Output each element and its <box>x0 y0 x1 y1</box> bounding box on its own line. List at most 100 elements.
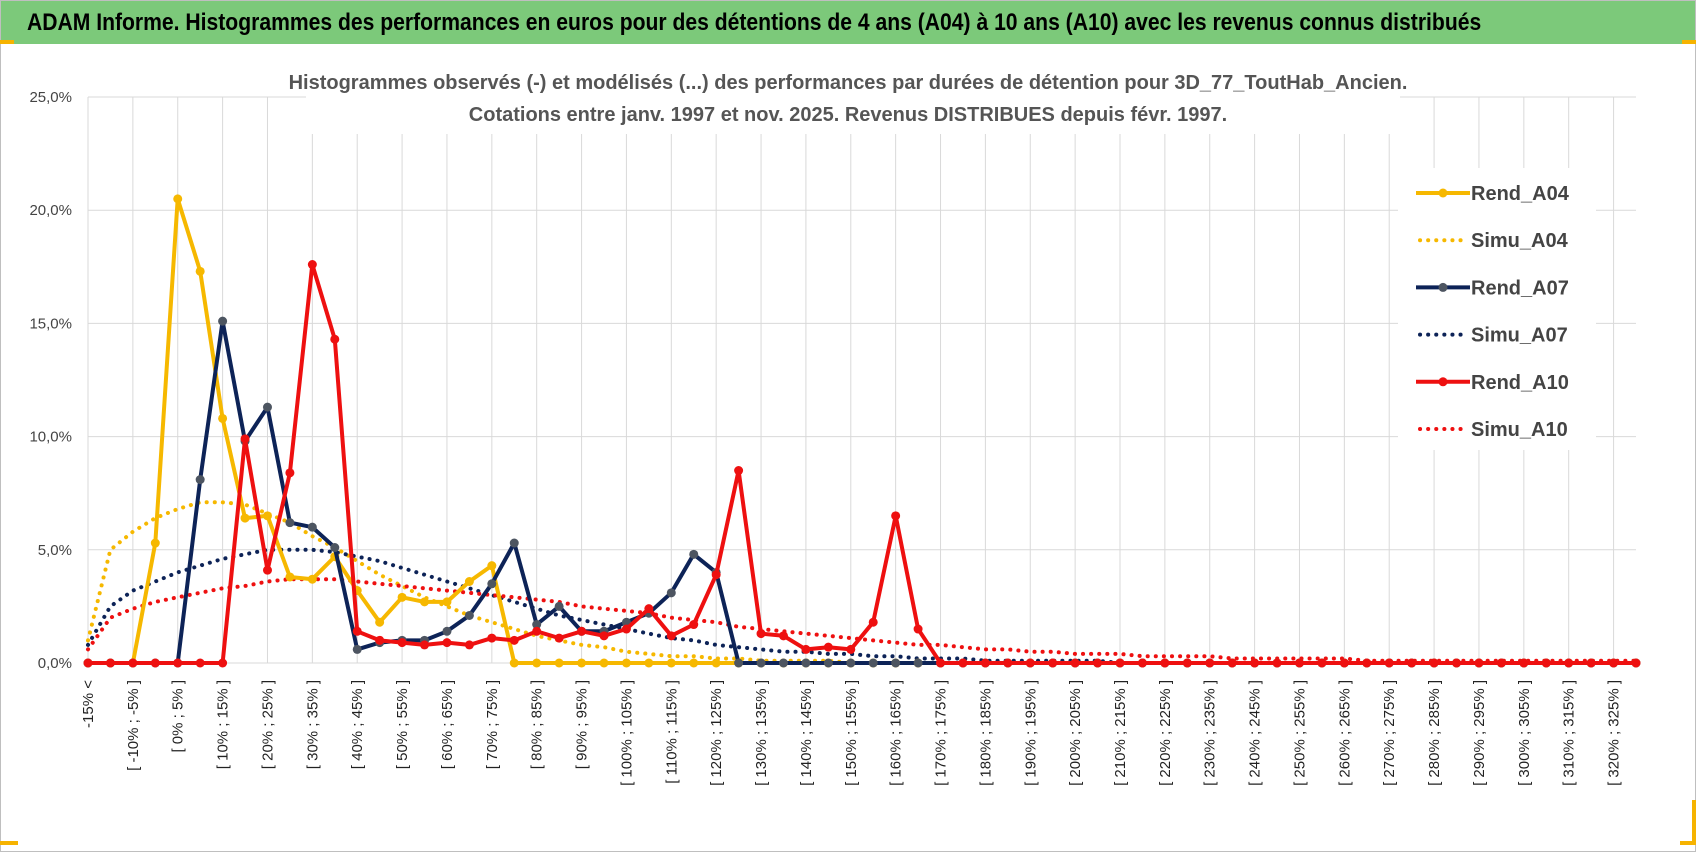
x-tick-label: [ 250% ; 255% ] <box>1291 680 1308 786</box>
corner-mark-top-left <box>0 40 14 44</box>
data-point-rend-a07 <box>352 644 362 654</box>
data-point-rend-a04 <box>464 576 474 586</box>
legend-label-simu-a07: Simu_A07 <box>1471 325 1568 347</box>
data-point-rend-a10 <box>1160 658 1170 668</box>
x-tick-label: [ 0% ; 5% ] <box>170 680 187 753</box>
y-tick-label: 10,0% <box>29 429 72 446</box>
data-point-rend-a04 <box>285 572 295 582</box>
x-tick-label: [ 90% ; 95% ] <box>574 680 591 769</box>
x-tick-label: [ 200% ; 205% ] <box>1067 680 1084 786</box>
data-point-rend-a07 <box>778 658 788 668</box>
data-point-rend-a07 <box>218 316 228 326</box>
data-point-rend-a07 <box>442 626 452 636</box>
data-point-rend-a04 <box>509 658 519 668</box>
data-point-rend-a04 <box>397 592 407 602</box>
data-point-rend-a10 <box>599 631 609 641</box>
legend-label-rend-a04: Rend_A04 <box>1471 183 1570 205</box>
data-point-rend-a07 <box>532 620 542 630</box>
data-point-rend-a04 <box>599 658 609 668</box>
corner-mark-top-right <box>1682 40 1696 44</box>
chart-subtitle: Cotations entre janv. 1997 et nov. 2025.… <box>469 104 1227 126</box>
chart-title: Histogrammes observés (-) et modélisés (… <box>289 72 1408 94</box>
x-tick-label: [ 100% ; 105% ] <box>618 680 635 786</box>
data-point-rend-a10 <box>689 620 699 630</box>
data-point-rend-a04 <box>218 413 228 423</box>
data-point-rend-a07 <box>756 658 766 668</box>
data-point-rend-a04 <box>666 658 676 668</box>
x-axis-ticks: -15% < [ -10% ; -5% ] [ 0% ; 5% ] [ 10% ; 1… <box>80 680 1623 786</box>
data-point-rend-a10 <box>1384 658 1394 668</box>
data-point-rend-a10 <box>375 635 385 645</box>
data-point-rend-a10 <box>823 642 833 652</box>
legend-label-rend-a07: Rend_A07 <box>1471 277 1569 299</box>
data-point-rend-a04 <box>240 513 250 523</box>
data-point-rend-a04 <box>173 194 183 204</box>
data-point-rend-a10 <box>307 260 317 270</box>
data-point-rend-a10 <box>1609 658 1619 668</box>
data-point-rend-a07 <box>464 610 474 620</box>
data-point-rend-a10 <box>1025 658 1035 668</box>
data-point-rend-a10 <box>868 617 878 627</box>
data-point-rend-a07 <box>913 658 923 668</box>
x-tick-label: [ 180% ; 185% ] <box>977 680 994 786</box>
data-point-rend-a10 <box>464 640 474 650</box>
data-point-rend-a10 <box>891 511 901 521</box>
data-point-rend-a10 <box>218 658 228 668</box>
data-point-rend-a04 <box>195 266 205 276</box>
data-point-rend-a10 <box>1452 658 1462 668</box>
data-point-rend-a07 <box>689 549 699 559</box>
x-tick-label: [ 290% ; 295% ] <box>1471 680 1488 786</box>
chart-title-background <box>306 66 1400 134</box>
data-point-rend-a07 <box>509 538 519 548</box>
data-point-rend-a07 <box>554 601 564 611</box>
data-point-rend-a10 <box>1631 658 1641 668</box>
data-point-rend-a10 <box>801 644 811 654</box>
data-point-rend-a07 <box>307 522 317 532</box>
data-point-rend-a10 <box>734 466 744 476</box>
x-tick-label: [ 40% ; 45% ] <box>349 680 366 769</box>
data-point-rend-a10 <box>1519 658 1529 668</box>
data-point-rend-a10 <box>644 604 654 614</box>
data-point-rend-a10 <box>352 626 362 636</box>
data-point-rend-a10 <box>621 624 631 634</box>
y-tick-label: 15,0% <box>29 315 72 332</box>
data-point-rend-a04 <box>442 597 452 607</box>
data-point-rend-a10 <box>1429 658 1439 668</box>
data-point-rend-a10 <box>756 629 766 639</box>
data-point-rend-a04 <box>487 561 497 571</box>
x-tick-label: [ 170% ; 175% ] <box>933 680 950 786</box>
x-tick-label: [ 230% ; 235% ] <box>1202 680 1219 786</box>
x-tick-label: [ 310% ; 315% ] <box>1561 680 1578 786</box>
legend-marker-rend-a04 <box>1438 188 1448 198</box>
data-point-rend-a10 <box>509 635 519 645</box>
data-point-rend-a10 <box>1048 658 1058 668</box>
data-point-rend-a07 <box>868 658 878 668</box>
data-point-rend-a07 <box>823 658 833 668</box>
x-tick-label: [ 120% ; 125% ] <box>708 680 725 786</box>
data-point-rend-a10 <box>1564 658 1574 668</box>
data-point-rend-a04 <box>150 538 160 548</box>
x-tick-label: [ 260% ; 265% ] <box>1336 680 1353 786</box>
x-tick-label: [ 210% ; 215% ] <box>1112 680 1129 786</box>
x-tick-label: [ 140% ; 145% ] <box>798 680 815 786</box>
data-point-rend-a10 <box>1093 658 1103 668</box>
series-line-simu-a10 <box>86 577 1638 663</box>
data-point-rend-a10 <box>105 658 115 668</box>
data-point-rend-a10 <box>1070 658 1080 668</box>
data-point-rend-a10 <box>1294 658 1304 668</box>
data-point-rend-a10 <box>83 658 93 668</box>
data-point-rend-a04 <box>689 658 699 668</box>
chart-legend: Rend_A04 Simu_A04 Rend_A07 Simu_A07 Rend_A10… <box>1398 168 1596 450</box>
legend-label-simu-a10: Simu_A10 <box>1471 419 1568 441</box>
data-point-rend-a10 <box>262 565 272 575</box>
data-point-rend-a10 <box>397 638 407 648</box>
legend-background <box>1398 168 1596 450</box>
report-banner: ADAM Informe. Histogrammes des performan… <box>1 1 1695 44</box>
x-tick-label: [ -10% ; -5% ] <box>125 680 142 771</box>
data-point-rend-a04 <box>554 658 564 668</box>
data-point-rend-a04 <box>711 658 721 668</box>
data-point-rend-a04 <box>420 597 430 607</box>
data-point-rend-a10 <box>711 570 721 580</box>
series-line-rend-a10 <box>88 262 1636 665</box>
